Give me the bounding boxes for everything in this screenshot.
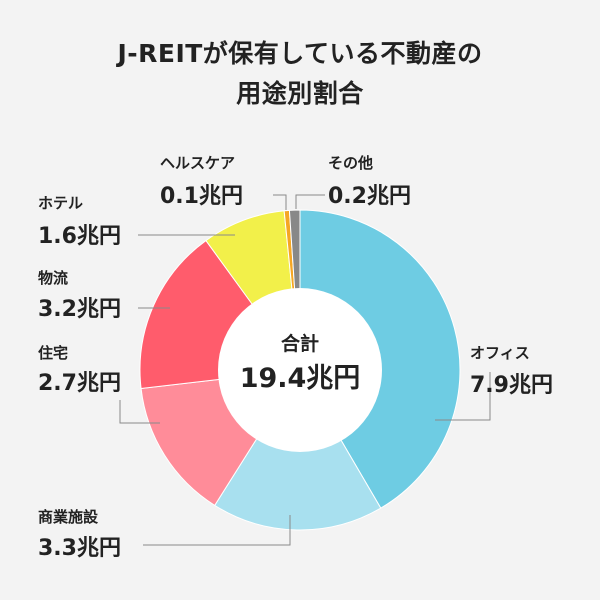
label-residential-value: 2.7兆円 <box>38 371 121 396</box>
chart-title: J-REITが保有している不動産の 用途別割合 <box>0 34 600 114</box>
label-office-value: 7.9兆円 <box>470 373 553 398</box>
label-logistics-value: 3.2兆円 <box>38 297 121 322</box>
label-healthcare-name: ヘルスケア <box>160 154 235 172</box>
label-office-name: オフィス <box>470 344 530 362</box>
label-logistics-name: 物流 <box>38 269 68 287</box>
total-label: 合計 <box>281 332 319 355</box>
total-value: 19.4兆円 <box>240 363 361 394</box>
leader-line-residential <box>119 400 160 424</box>
leader-line-commercial <box>143 515 291 546</box>
label-commercial-value: 3.3兆円 <box>38 536 121 561</box>
leader-line-office <box>435 372 491 421</box>
chart-title-line-1: J-REITが保有している不動産の <box>117 39 483 68</box>
donut-hole <box>218 288 382 452</box>
chart-title-line-2: 用途別割合 <box>236 79 364 108</box>
label-healthcare-value: 0.1兆円 <box>160 184 243 209</box>
label-residential-name: 住宅 <box>38 344 68 362</box>
leader-line-healthcare <box>273 194 287 210</box>
leader-line-other <box>295 194 325 209</box>
label-hotel-name: ホテル <box>38 194 83 212</box>
label-hotel-value: 1.6兆円 <box>38 224 121 249</box>
label-other-name: その他 <box>328 154 373 172</box>
label-other-value: 0.2兆円 <box>328 184 411 209</box>
label-commercial-name: 商業施設 <box>38 508 99 526</box>
